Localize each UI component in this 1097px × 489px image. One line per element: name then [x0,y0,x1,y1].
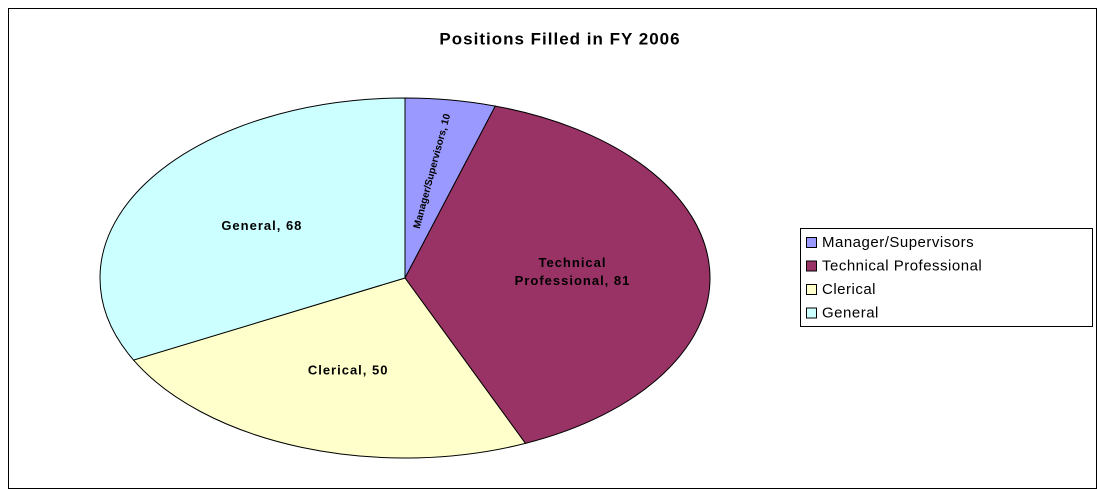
legend-box [800,228,1093,327]
pie-slice [99,97,406,361]
legend-label: Technical Professional [822,257,982,274]
legend-label: Manager/Supervisors [822,234,974,251]
pie-slice [132,277,527,459]
legend-swatch [806,307,817,319]
legend-label: Clerical [822,281,876,298]
data-label: Clerical, 50 [308,363,389,378]
data-label-line: Technical [539,255,607,270]
pie-slice [404,105,711,444]
data-label: General, 68 [221,218,302,233]
data-label: Technical Professional, 81 [515,255,631,288]
legend-swatch [806,237,817,248]
chart-title: Positions Filled in FY 2006 [439,29,680,48]
legend-swatch [806,284,817,295]
data-label-line: Professional, 81 [515,273,631,288]
legend-swatch [806,260,817,272]
legend-label: General [822,304,879,321]
